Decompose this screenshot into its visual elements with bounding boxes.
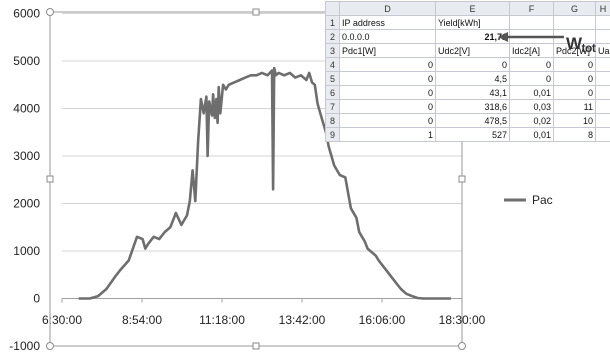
sheet-cell[interactable] — [596, 86, 610, 100]
sheet-cell[interactable] — [510, 16, 554, 30]
sheet-cell[interactable]: 0,01 — [510, 128, 554, 142]
sheet-cell[interactable]: 0 — [510, 72, 554, 86]
sheet-cell[interactable]: 0 — [436, 58, 510, 72]
sheet-cell[interactable]: Udc2[V] — [436, 44, 510, 58]
sheet-cell[interactable]: 318,6 — [436, 100, 510, 114]
sheet-cell[interactable]: 0 — [340, 114, 436, 128]
resize-handle[interactable] — [47, 343, 54, 350]
sheet-cell[interactable]: 0 — [340, 100, 436, 114]
sheet-cell[interactable] — [596, 30, 610, 44]
y-tick-label: -1000 — [9, 339, 40, 353]
y-tick-label: 5000 — [13, 54, 40, 68]
corner-cell[interactable] — [326, 2, 340, 16]
sheet-cell[interactable]: 0 — [554, 72, 596, 86]
sheet-cell[interactable]: 0.0.0.0 — [340, 30, 436, 44]
legend: Pac — [504, 193, 553, 207]
column-header[interactable]: D — [340, 2, 436, 16]
column-header-row: D E F G H — [326, 2, 610, 16]
column-header[interactable]: E — [436, 2, 510, 16]
y-tick-labels: -1000 0 1000 2000 3000 4000 5000 6000 — [9, 7, 40, 354]
sheet-cell[interactable] — [554, 16, 596, 30]
column-header[interactable]: F — [510, 2, 554, 16]
sheet-cell[interactable]: 0,02 — [510, 114, 554, 128]
resize-handle[interactable] — [459, 343, 466, 350]
sheet-cell[interactable]: Ua — [596, 44, 610, 58]
row-header[interactable]: 1 — [326, 16, 340, 30]
sheet-cell[interactable]: 478,5 — [436, 114, 510, 128]
sheet-cell[interactable]: 0,03 — [510, 100, 554, 114]
resize-handle[interactable] — [47, 176, 53, 182]
resize-handle[interactable] — [47, 9, 54, 16]
sheet-cell[interactable]: IP address — [340, 16, 436, 30]
resize-handle[interactable] — [459, 176, 465, 182]
row-header[interactable]: 9 — [326, 128, 340, 142]
y-tick-label: 6000 — [13, 7, 40, 21]
sheet-cell[interactable]: 10 — [554, 114, 596, 128]
sheet-cell[interactable]: 0 — [340, 58, 436, 72]
sheet-cell[interactable] — [596, 16, 610, 30]
row-header[interactable]: 8 — [326, 114, 340, 128]
x-tick-label: 6:30:00 — [42, 313, 82, 327]
sheet-cell[interactable]: 11 — [554, 100, 596, 114]
x-tick-label: 11:18:00 — [199, 313, 245, 327]
sheet-cell[interactable]: 8 — [554, 128, 596, 142]
sheet-cell[interactable]: 0 — [340, 72, 436, 86]
sheet-cell[interactable]: Yield[kWh] — [436, 16, 510, 30]
sheet-cell[interactable] — [596, 100, 610, 114]
sheet-cell[interactable]: 1 — [340, 128, 436, 142]
sheet-cell[interactable]: Idc2[A] — [510, 44, 554, 58]
arrow-left-icon — [496, 30, 566, 44]
row-header[interactable]: 6 — [326, 86, 340, 100]
legend-label-pac: Pac — [532, 193, 553, 207]
sheet-cell[interactable]: 527 — [436, 128, 510, 142]
row-header[interactable]: 3 — [326, 44, 340, 58]
sheet-cell[interactable]: 0,01 — [510, 86, 554, 100]
wtot-annotation: Wtot — [566, 34, 595, 55]
sheet-cell[interactable]: Pdc1[W] — [340, 44, 436, 58]
sheet-cell[interactable] — [596, 72, 610, 86]
x-tick-label: 8:54:00 — [122, 313, 162, 327]
resize-handle[interactable] — [253, 9, 259, 15]
column-header[interactable]: G — [554, 2, 596, 16]
wtot-subscript: tot — [582, 41, 596, 55]
sheet-cell[interactable]: 0 — [510, 58, 554, 72]
sheet-cell[interactable] — [596, 58, 610, 72]
y-tick-label: 0 — [33, 292, 40, 306]
x-tick-label: 13:42:00 — [279, 313, 326, 327]
sheet-cell[interactable]: 0 — [554, 58, 596, 72]
row-header[interactable]: 5 — [326, 72, 340, 86]
resize-handle[interactable] — [253, 343, 259, 349]
wtot-main: W — [566, 34, 582, 53]
y-tick-label: 3000 — [13, 149, 40, 163]
y-tick-label: 2000 — [13, 197, 40, 211]
row-header[interactable]: 4 — [326, 58, 340, 72]
sheet-cell[interactable]: 43,1 — [436, 86, 510, 100]
y-tick-label: 1000 — [13, 244, 40, 258]
row-header[interactable]: 2 — [326, 30, 340, 44]
y-tick-label: 4000 — [13, 102, 40, 116]
x-tick-label: 16:06:00 — [359, 313, 406, 327]
sheet-cell[interactable]: 0 — [554, 86, 596, 100]
sheet-cell[interactable] — [596, 114, 610, 128]
sheet-cell[interactable]: 0 — [340, 86, 436, 100]
column-header[interactable]: H — [596, 2, 610, 16]
sheet-cell[interactable] — [596, 128, 610, 142]
row-header[interactable]: 7 — [326, 100, 340, 114]
sheet-cell[interactable]: 4,5 — [436, 72, 510, 86]
